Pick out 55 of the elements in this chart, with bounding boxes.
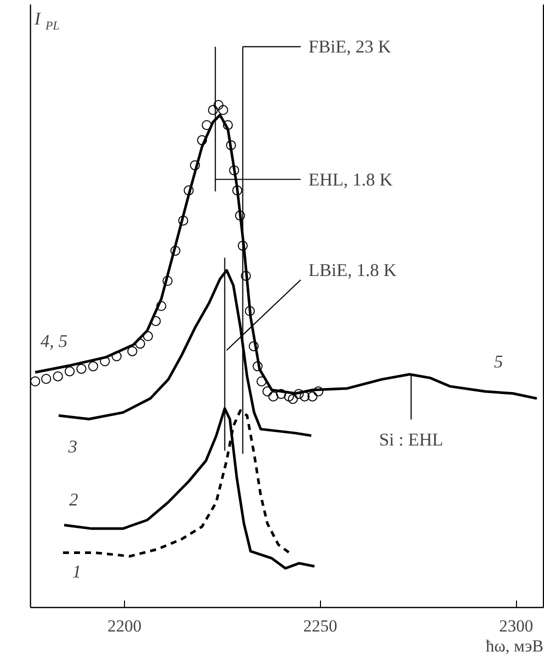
point [127, 346, 138, 356]
x-tick-label: 2300 [499, 616, 534, 636]
point [238, 240, 248, 251]
point [156, 301, 166, 311]
annotation: 2 [69, 489, 78, 510]
point [213, 100, 224, 110]
point [88, 361, 98, 372]
x-axis-title: ħω, мэВ [486, 636, 544, 655]
annotation: 1 [72, 561, 82, 582]
point [52, 371, 63, 382]
point [184, 185, 194, 196]
point [276, 388, 286, 399]
point [150, 316, 161, 326]
point [288, 394, 298, 404]
x-tick-label: 2250 [303, 616, 338, 636]
point [232, 185, 242, 196]
x-tick-label: 2200 [107, 616, 142, 636]
ref-line-label: FBiE, 23 K [308, 36, 392, 57]
point [41, 374, 52, 384]
annotation: 4, 5 [40, 331, 68, 352]
point [235, 210, 246, 221]
point [135, 338, 146, 349]
point [240, 270, 251, 281]
point [197, 135, 208, 146]
point [218, 105, 228, 116]
ref-line-label: LBiE, 1.8 K [308, 260, 397, 280]
annotation: 5 [494, 351, 503, 372]
point [244, 306, 255, 316]
point [142, 331, 153, 342]
point [307, 391, 318, 402]
point [208, 105, 218, 116]
point [252, 361, 263, 372]
point [64, 366, 75, 376]
point [30, 376, 40, 386]
point [178, 216, 188, 226]
annotation: 3 [67, 436, 78, 457]
point [229, 165, 240, 176]
ref-line-label: EHL, 1.8 K [308, 169, 393, 190]
point [248, 341, 259, 352]
point [313, 386, 324, 396]
point [112, 351, 122, 362]
point [222, 120, 233, 130]
point [170, 246, 180, 256]
point [162, 276, 173, 286]
point [190, 160, 200, 170]
point [226, 140, 236, 150]
point [300, 391, 310, 402]
point [294, 388, 304, 399]
annotation: Si : EHL [379, 430, 444, 450]
point [100, 356, 110, 366]
point [262, 386, 272, 396]
point [256, 376, 267, 386]
point [202, 120, 212, 130]
point [268, 391, 278, 402]
point [76, 364, 86, 374]
